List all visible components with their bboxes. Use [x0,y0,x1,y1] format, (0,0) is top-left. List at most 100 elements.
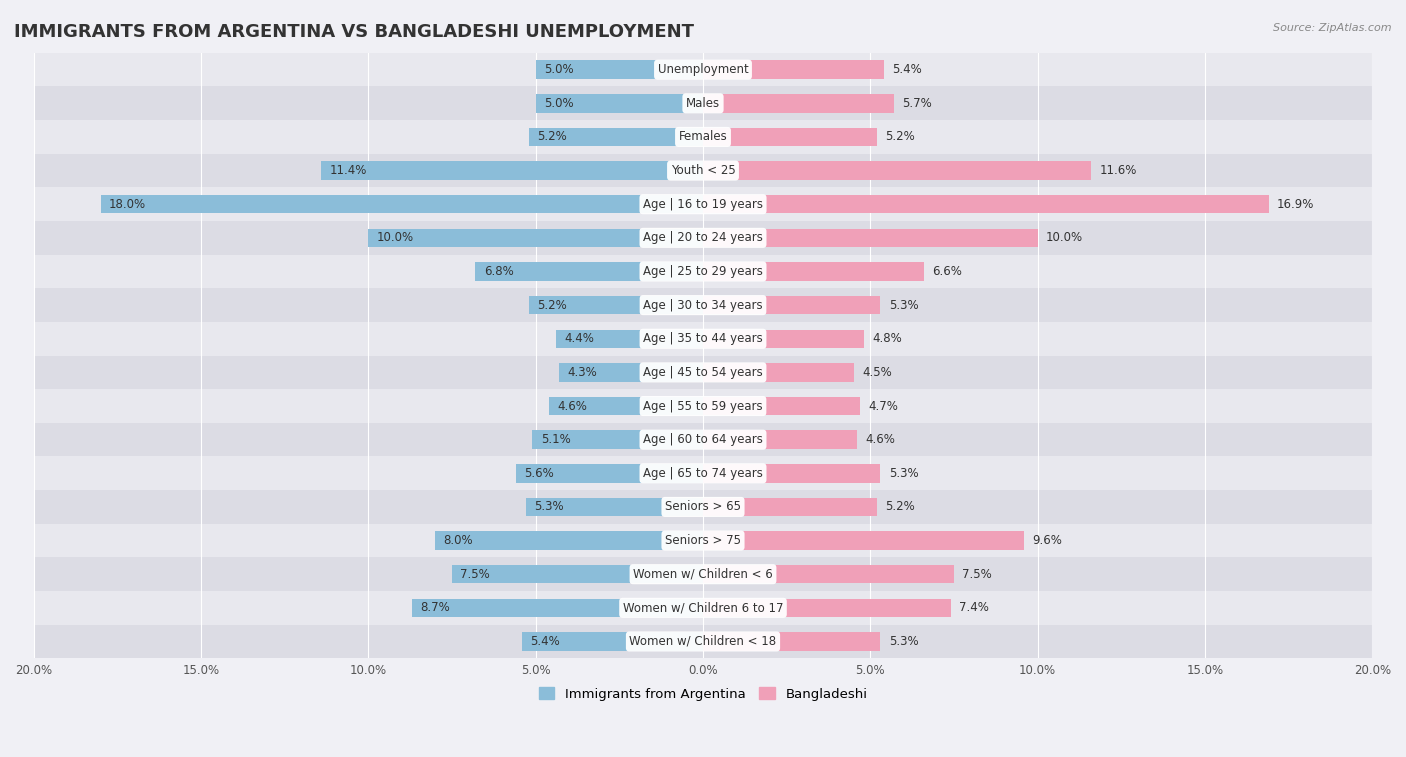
Bar [703,431,858,449]
Text: 5.4%: 5.4% [530,635,561,648]
Text: Women w/ Children < 6: Women w/ Children < 6 [633,568,773,581]
Bar [529,128,703,146]
Bar [34,490,1372,524]
Bar [34,625,1372,659]
Text: 4.7%: 4.7% [869,400,898,413]
Text: 4.5%: 4.5% [862,366,891,379]
Bar [703,195,1268,213]
Bar [522,632,703,651]
Text: 5.6%: 5.6% [524,467,554,480]
Legend: Immigrants from Argentina, Bangladeshi: Immigrants from Argentina, Bangladeshi [533,682,873,706]
Bar [533,431,703,449]
Text: 5.2%: 5.2% [537,298,567,312]
Text: 18.0%: 18.0% [108,198,146,210]
Text: Age | 20 to 24 years: Age | 20 to 24 years [643,232,763,245]
Bar [703,262,924,281]
Bar [516,464,703,482]
Text: Youth < 25: Youth < 25 [671,164,735,177]
Text: 7.5%: 7.5% [963,568,993,581]
Text: Source: ZipAtlas.com: Source: ZipAtlas.com [1274,23,1392,33]
Text: Seniors > 65: Seniors > 65 [665,500,741,513]
Bar [34,120,1372,154]
Text: Unemployment: Unemployment [658,63,748,76]
Bar [436,531,703,550]
Text: Age | 60 to 64 years: Age | 60 to 64 years [643,433,763,446]
Bar [703,497,877,516]
Bar [703,632,880,651]
Text: Women w/ Children 6 to 17: Women w/ Children 6 to 17 [623,601,783,615]
Text: Age | 25 to 29 years: Age | 25 to 29 years [643,265,763,278]
Bar [536,61,703,79]
Text: 7.4%: 7.4% [959,601,988,615]
Text: 5.1%: 5.1% [541,433,571,446]
Bar [529,296,703,314]
Text: 9.6%: 9.6% [1032,534,1063,547]
Text: Age | 55 to 59 years: Age | 55 to 59 years [643,400,763,413]
Text: 5.4%: 5.4% [893,63,922,76]
Bar [703,229,1038,247]
Bar [560,363,703,382]
Text: 5.3%: 5.3% [889,298,918,312]
Bar [34,356,1372,389]
Text: 5.3%: 5.3% [889,467,918,480]
Text: Age | 45 to 54 years: Age | 45 to 54 years [643,366,763,379]
Bar [703,296,880,314]
Bar [34,557,1372,591]
Text: 4.8%: 4.8% [872,332,901,345]
Text: 5.3%: 5.3% [889,635,918,648]
Text: 8.0%: 8.0% [443,534,474,547]
Text: 4.6%: 4.6% [557,400,588,413]
Text: 11.6%: 11.6% [1099,164,1137,177]
Text: 5.2%: 5.2% [537,130,567,143]
Bar [555,329,703,348]
Text: Seniors > 75: Seniors > 75 [665,534,741,547]
Text: 7.5%: 7.5% [460,568,491,581]
Bar [703,565,955,584]
Bar [703,397,860,416]
Bar [451,565,703,584]
Text: Age | 30 to 34 years: Age | 30 to 34 years [643,298,763,312]
Text: Age | 65 to 74 years: Age | 65 to 74 years [643,467,763,480]
Text: Women w/ Children < 18: Women w/ Children < 18 [630,635,776,648]
Text: 10.0%: 10.0% [1046,232,1083,245]
Bar [34,322,1372,356]
Bar [703,363,853,382]
Bar [34,154,1372,188]
Bar [536,94,703,113]
Bar [34,188,1372,221]
Text: 4.3%: 4.3% [568,366,598,379]
Bar [703,61,884,79]
Text: 16.9%: 16.9% [1277,198,1315,210]
Text: 6.8%: 6.8% [484,265,513,278]
Text: IMMIGRANTS FROM ARGENTINA VS BANGLADESHI UNEMPLOYMENT: IMMIGRANTS FROM ARGENTINA VS BANGLADESHI… [14,23,695,41]
Text: 5.0%: 5.0% [544,97,574,110]
Text: 6.6%: 6.6% [932,265,962,278]
Bar [34,524,1372,557]
Text: Age | 35 to 44 years: Age | 35 to 44 years [643,332,763,345]
Bar [100,195,703,213]
Bar [34,53,1372,86]
Bar [34,389,1372,423]
Text: 5.3%: 5.3% [534,500,564,513]
Text: 10.0%: 10.0% [377,232,413,245]
Bar [703,128,877,146]
Bar [526,497,703,516]
Bar [548,397,703,416]
Bar [703,94,894,113]
Bar [34,221,1372,254]
Bar [34,288,1372,322]
Bar [34,423,1372,456]
Text: Males: Males [686,97,720,110]
Text: 5.7%: 5.7% [903,97,932,110]
Text: 4.4%: 4.4% [564,332,593,345]
Bar [475,262,703,281]
Text: 4.6%: 4.6% [865,433,896,446]
Bar [34,456,1372,490]
Text: Females: Females [679,130,727,143]
Bar [412,599,703,617]
Text: 8.7%: 8.7% [420,601,450,615]
Bar [34,254,1372,288]
Bar [322,161,703,180]
Bar [703,161,1091,180]
Text: 5.2%: 5.2% [886,500,915,513]
